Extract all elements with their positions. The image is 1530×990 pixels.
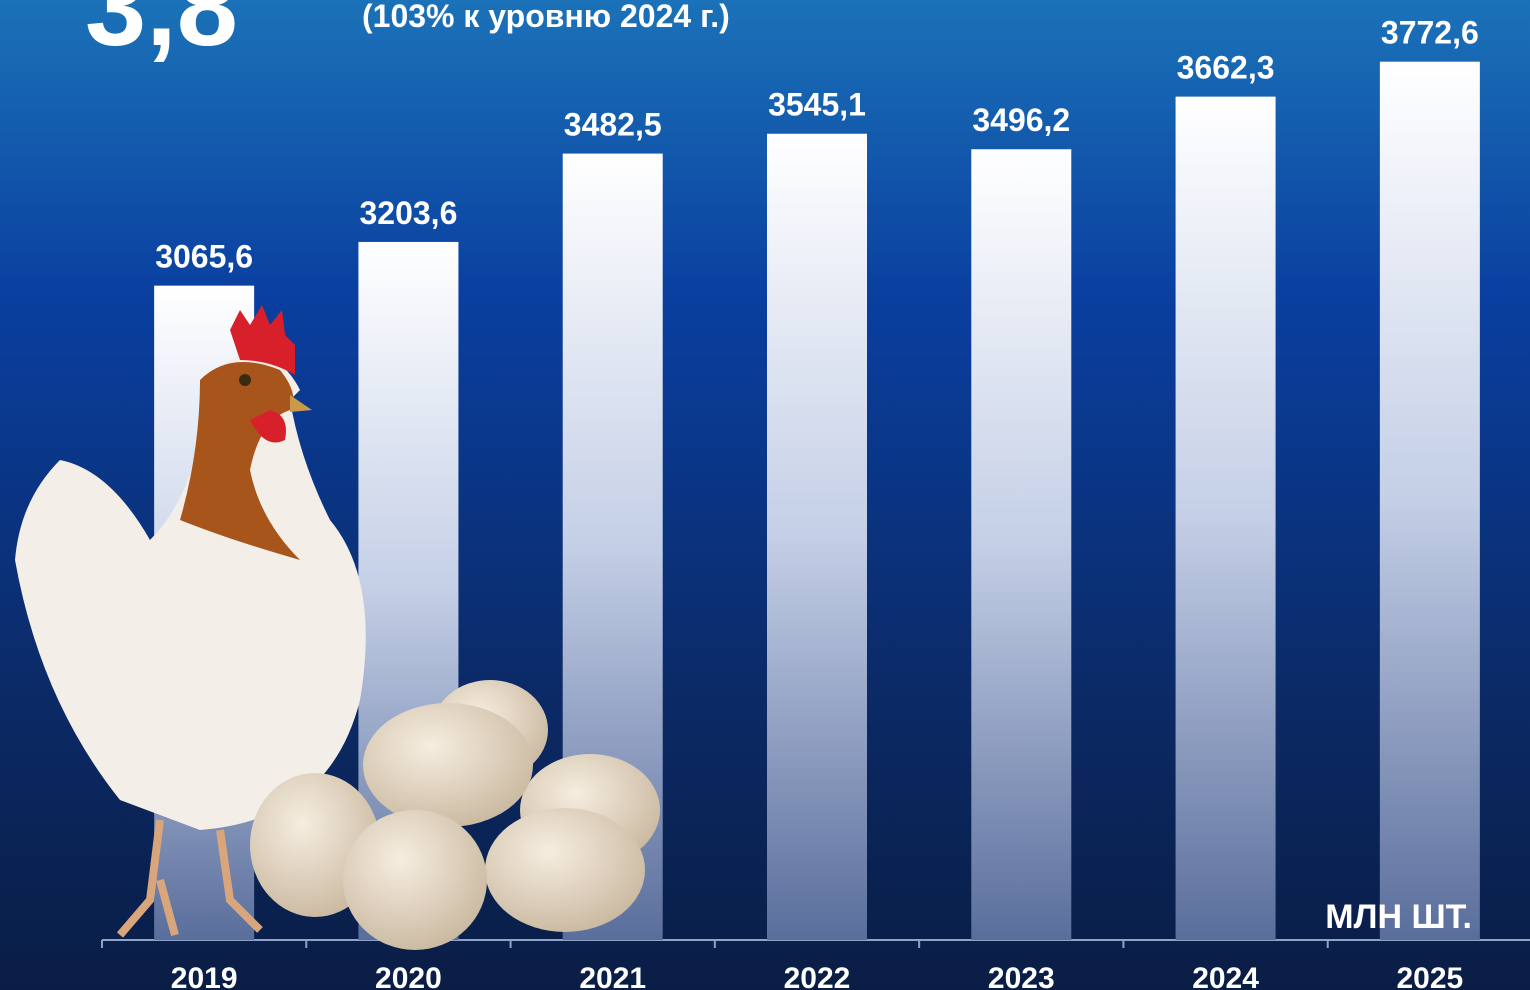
x-tick-label: 2021 [579, 962, 646, 990]
x-tick-label: 2023 [988, 962, 1055, 990]
value-label: 3772,6 [1381, 15, 1479, 51]
value-label: 3065,6 [155, 239, 253, 275]
headline: 3,8 [85, 0, 238, 69]
x-tick-label: 2019 [171, 962, 238, 990]
bar [767, 134, 867, 940]
bar [1176, 97, 1276, 940]
x-tick-label: 2024 [1192, 962, 1259, 990]
bar [1380, 62, 1480, 940]
x-tick-label: 2020 [375, 962, 442, 990]
bar [971, 149, 1071, 940]
value-label: 3482,5 [564, 107, 662, 143]
value-label: 3203,6 [359, 195, 457, 231]
unit-label: МЛН ШТ. [1325, 898, 1472, 936]
x-tick-label: 2025 [1396, 962, 1463, 990]
value-label: 3545,1 [768, 87, 866, 123]
subtitle: (103% к уровню 2024 г.) [362, 0, 730, 34]
value-label: 3496,2 [972, 102, 1070, 138]
x-tick-label: 2022 [784, 962, 851, 990]
chart: 3,8 (103% к уровню 2024 г.) 3065,6 2019 32… [0, 0, 1530, 990]
value-label: 3662,3 [1177, 50, 1275, 86]
